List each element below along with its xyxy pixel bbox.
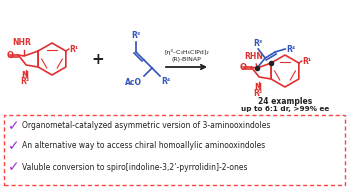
Text: Valuble conversion to spiro[indoline-3,2’-pyrrolidin]-2-ones: Valuble conversion to spiro[indoline-3,2… [22, 163, 247, 171]
Text: O: O [6, 50, 13, 60]
Polygon shape [271, 55, 299, 87]
Text: R¹: R¹ [69, 44, 78, 53]
Text: (R)-BINAP: (R)-BINAP [172, 57, 201, 62]
Text: N: N [22, 71, 29, 80]
Text: R²: R² [253, 89, 263, 98]
Polygon shape [18, 51, 38, 67]
Text: R¹: R¹ [302, 57, 311, 66]
Text: R²: R² [21, 77, 30, 86]
Text: RHN: RHN [245, 52, 263, 61]
Text: R³: R³ [131, 31, 141, 40]
Text: AcO: AcO [125, 78, 142, 87]
Text: An alternative way to access chiral homoallylic aminooxindoles: An alternative way to access chiral homo… [22, 142, 265, 150]
Text: ✓: ✓ [8, 139, 20, 153]
Text: N: N [255, 83, 262, 92]
Polygon shape [38, 43, 66, 75]
Text: O: O [239, 63, 246, 71]
Text: R⁴: R⁴ [161, 77, 170, 86]
Polygon shape [251, 63, 271, 79]
Text: 24 examples: 24 examples [258, 97, 312, 105]
Text: up to 6:1 dr, >99% ee: up to 6:1 dr, >99% ee [241, 106, 329, 112]
Text: R⁴: R⁴ [286, 44, 295, 53]
Text: Organometal-catalyzed asymmetric version of 3-aminooxindoles: Organometal-catalyzed asymmetric version… [22, 122, 270, 130]
Text: ✓: ✓ [8, 160, 20, 174]
Text: R³: R³ [253, 39, 263, 48]
FancyBboxPatch shape [4, 115, 345, 185]
Text: +: + [92, 51, 104, 67]
Text: [η³–C₃H₅ClPd]₂: [η³–C₃H₅ClPd]₂ [164, 49, 209, 55]
Text: ✓: ✓ [8, 119, 20, 133]
Text: NHR: NHR [13, 38, 31, 47]
